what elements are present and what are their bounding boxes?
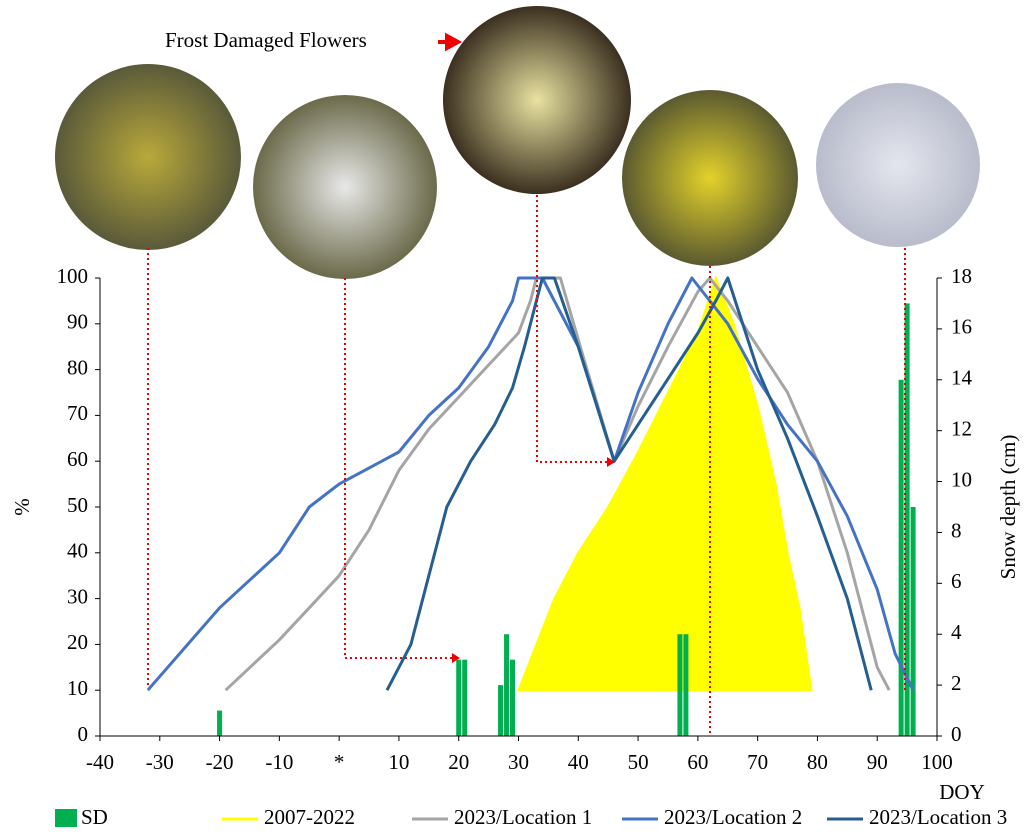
y-tick-label: 20 bbox=[67, 630, 88, 654]
bar bbox=[217, 711, 222, 736]
x-tick-label: 10 bbox=[388, 750, 409, 774]
y2-tick-label: 0 bbox=[951, 722, 962, 746]
y2-tick-label: 14 bbox=[951, 366, 973, 390]
x-tick-label: * bbox=[334, 750, 345, 774]
y2-tick-label: 2 bbox=[951, 671, 962, 695]
bar bbox=[462, 660, 467, 736]
x-tick-label: 40 bbox=[568, 750, 589, 774]
y-tick-label: 90 bbox=[67, 310, 88, 334]
bar bbox=[683, 634, 688, 736]
page: {"chart_data": {"type": "line", "annotat… bbox=[0, 0, 1025, 832]
y-tick-label: 100 bbox=[57, 264, 89, 288]
bar bbox=[498, 685, 503, 736]
annotation: Frost Damaged Flowers bbox=[165, 28, 367, 52]
legend-swatch bbox=[55, 809, 77, 827]
legend-label: 2007-2022 bbox=[264, 805, 355, 829]
leader-line bbox=[345, 278, 452, 658]
y-tick-label: 10 bbox=[67, 676, 88, 700]
y-tick-label: 30 bbox=[67, 584, 88, 608]
x-tick-label: 30 bbox=[508, 750, 529, 774]
legend-label: 2023/Location 2 bbox=[664, 805, 802, 829]
legend-label: 2023/Location 1 bbox=[454, 805, 592, 829]
bar bbox=[510, 660, 515, 736]
bar bbox=[504, 634, 509, 736]
photo bbox=[443, 6, 631, 194]
x-tick-label: 50 bbox=[628, 750, 649, 774]
photo bbox=[816, 83, 980, 247]
x-axis-label: DOY bbox=[939, 780, 985, 804]
x-tick-label: -40 bbox=[86, 750, 114, 774]
bar bbox=[899, 380, 904, 736]
x-tick-label: 70 bbox=[747, 750, 768, 774]
bar bbox=[911, 507, 916, 736]
y-tick-label: 80 bbox=[67, 355, 88, 379]
y2-tick-label: 16 bbox=[951, 315, 972, 339]
y-tick-label: 50 bbox=[67, 493, 88, 517]
x-tick-label: -20 bbox=[206, 750, 234, 774]
x-tick-label: 100 bbox=[921, 750, 953, 774]
chart: Frost Damaged Flowers -40-30-20-10*10203… bbox=[0, 0, 1025, 832]
y2-tick-label: 12 bbox=[951, 416, 972, 440]
bar bbox=[456, 660, 461, 736]
area bbox=[519, 278, 812, 690]
y2-axis-label: Snow depth (cm) bbox=[996, 435, 1020, 580]
y-tick-label: 40 bbox=[67, 539, 88, 563]
legend-label: 2023/Location 3 bbox=[869, 805, 1007, 829]
y2-tick-label: 6 bbox=[951, 569, 962, 593]
photo bbox=[55, 64, 241, 250]
y2-tick-label: 10 bbox=[951, 467, 972, 491]
y2-tick-label: 18 bbox=[951, 264, 972, 288]
x-tick-label: -10 bbox=[265, 750, 293, 774]
x-tick-label: 80 bbox=[807, 750, 828, 774]
y-tick-label: 70 bbox=[67, 401, 88, 425]
x-tick-label: -30 bbox=[146, 750, 174, 774]
y-tick-label: 0 bbox=[78, 722, 89, 746]
bar bbox=[677, 634, 682, 736]
photo bbox=[622, 90, 798, 266]
y-axis-label: % bbox=[10, 498, 34, 516]
y-tick-label: 60 bbox=[67, 447, 88, 471]
x-tick-label: 90 bbox=[867, 750, 888, 774]
annotation-arrow bbox=[438, 36, 458, 48]
y2-tick-label: 4 bbox=[951, 620, 962, 644]
photo bbox=[253, 95, 437, 279]
y2-tick-label: 8 bbox=[951, 518, 962, 542]
x-tick-label: 20 bbox=[448, 750, 469, 774]
legend-label: SD bbox=[81, 805, 108, 829]
x-tick-label: 60 bbox=[687, 750, 708, 774]
